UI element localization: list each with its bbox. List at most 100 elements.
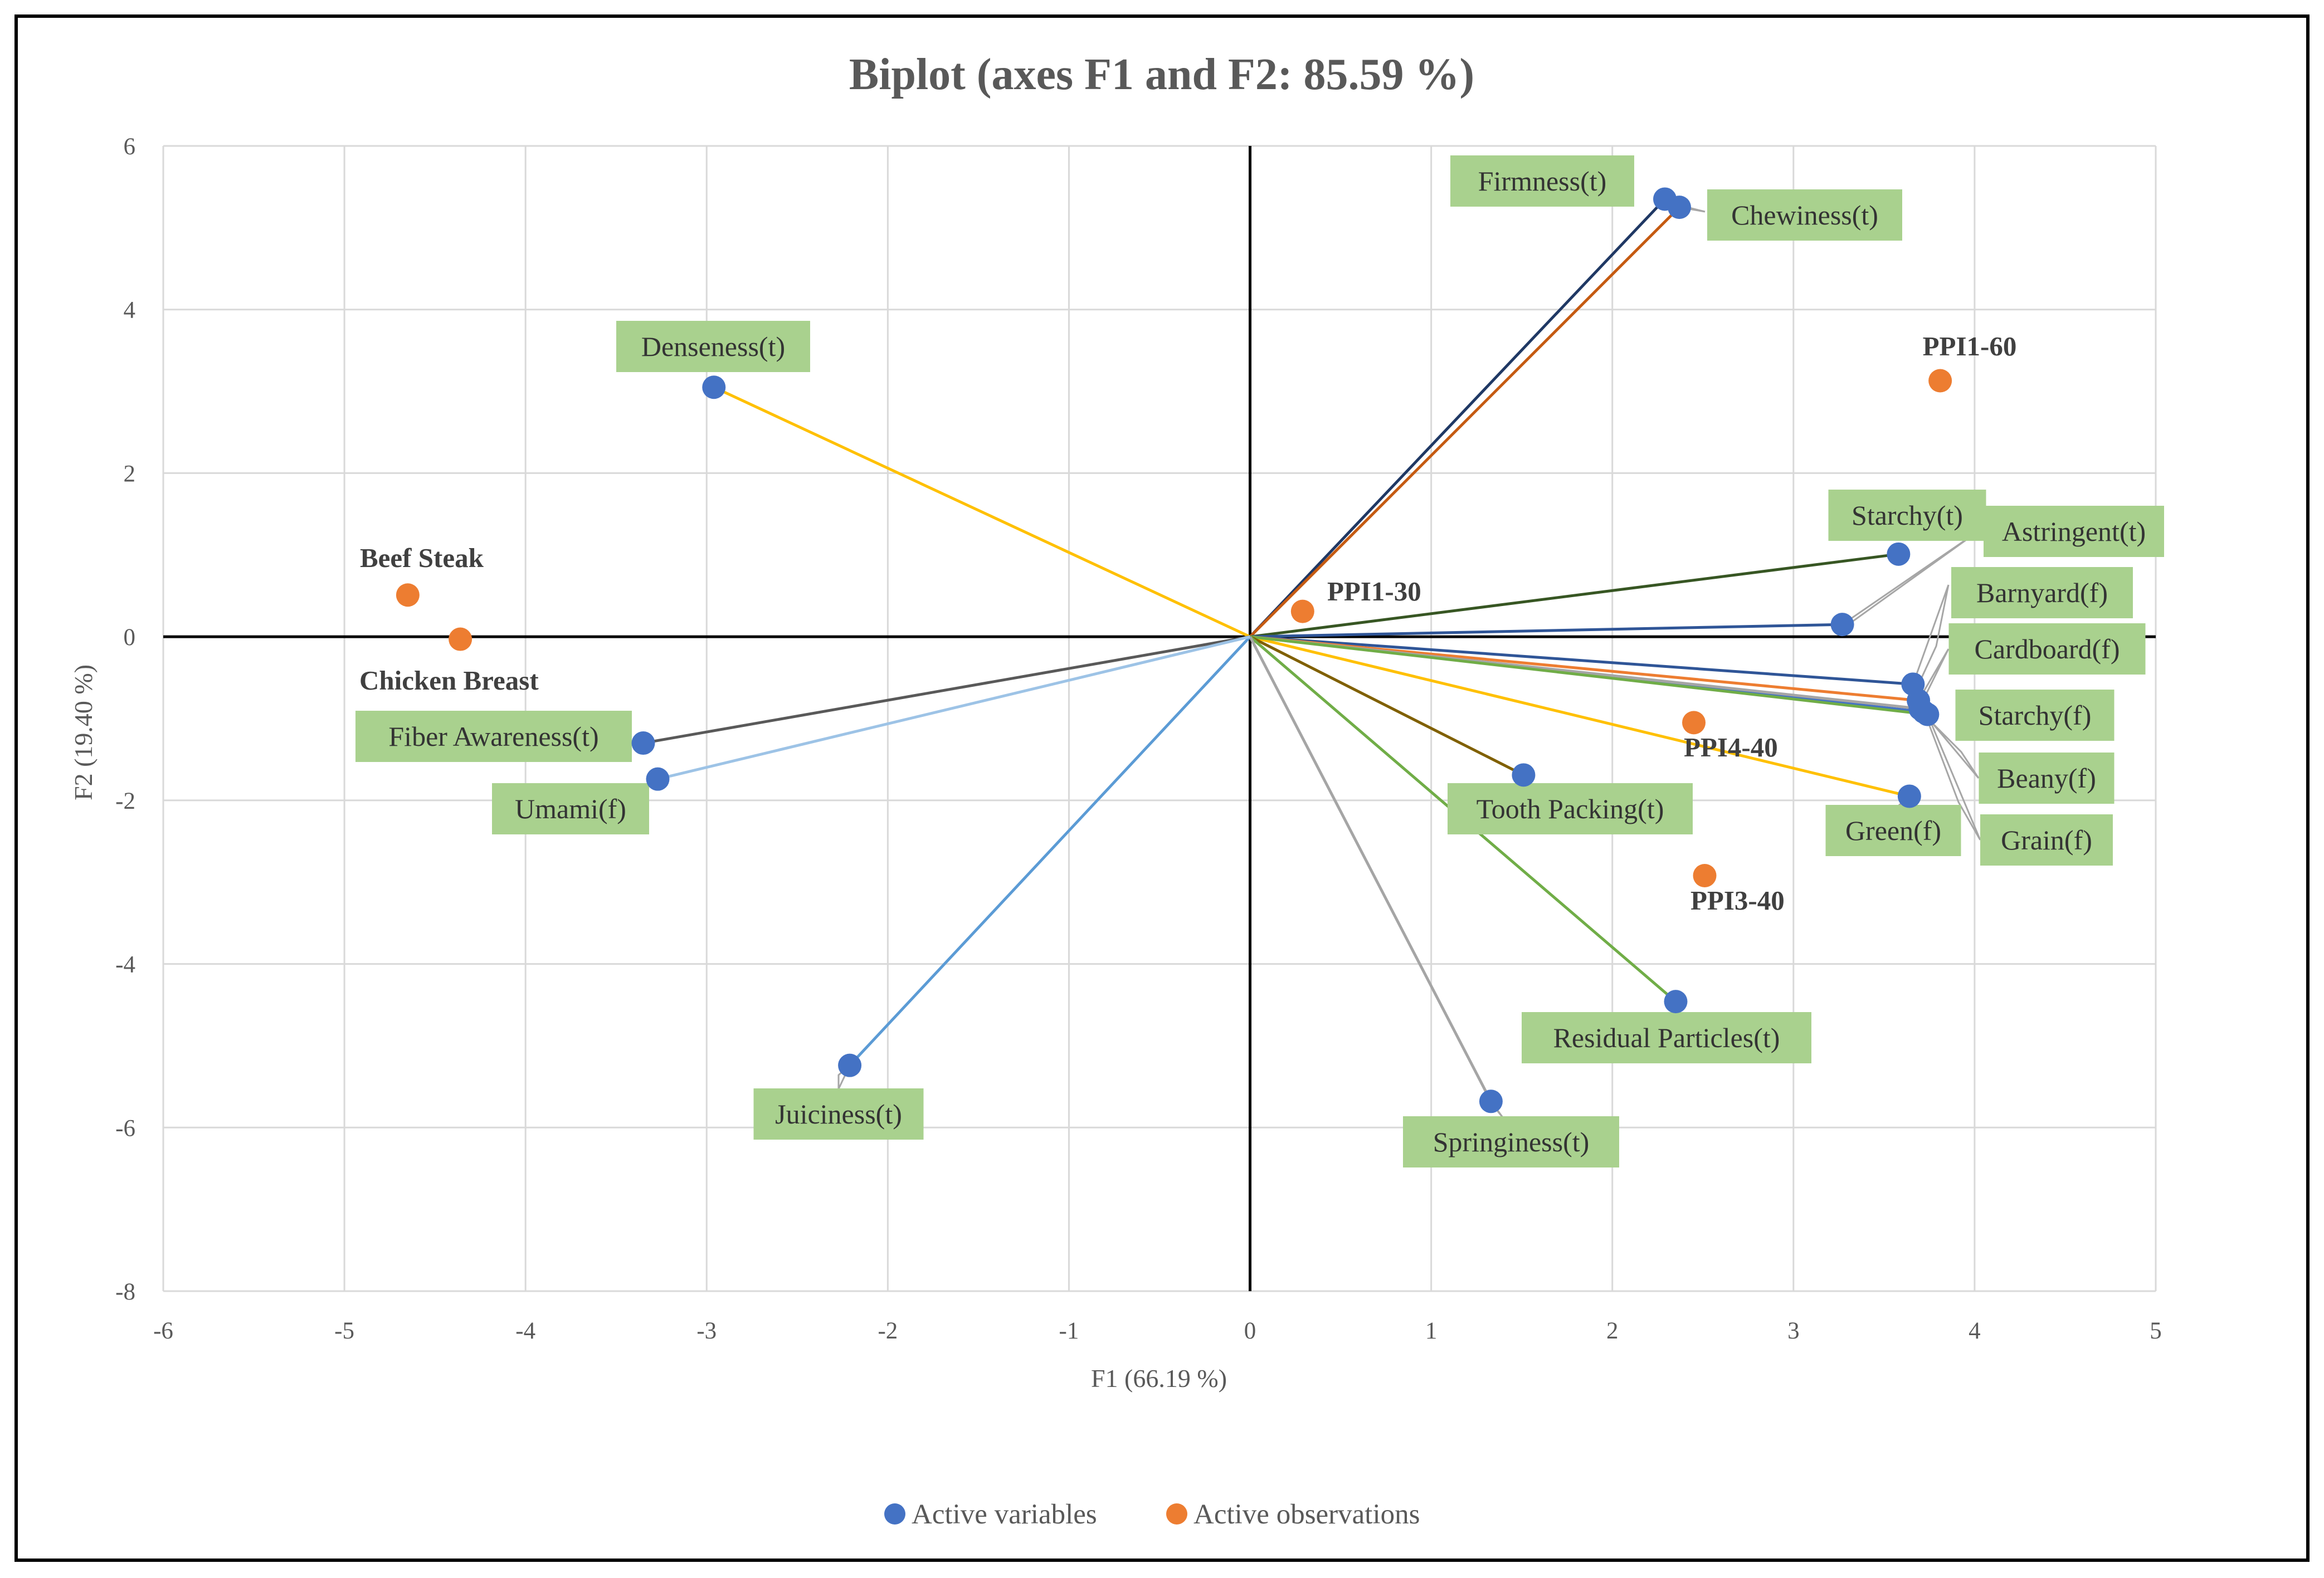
observation-point-chicken-breast — [449, 627, 472, 651]
vector-green-f — [1249, 635, 1910, 798]
variable-point-green-f — [1897, 784, 1921, 808]
axes — [163, 146, 2156, 1291]
variable-point-grain-f — [1916, 702, 1940, 726]
observation-label-ppi4-40: PPI4-40 — [1684, 732, 1778, 763]
x-tick-label: 3 — [1787, 1318, 1800, 1344]
leader-cardboard-f — [1917, 648, 1950, 701]
observation-label-ppi1-60: PPI1-60 — [1923, 331, 2017, 361]
variable-label-juiciness-t: Juiciness(t) — [775, 1098, 902, 1130]
label-box-fiber-awareness-t — [355, 711, 632, 762]
label-box-umami-f — [492, 783, 649, 834]
label-box-cardboard-f — [1948, 623, 2146, 675]
x-tick-label: -3 — [696, 1318, 717, 1344]
variable-label-cardboard-f: Cardboard(f) — [1975, 633, 2120, 665]
variable-point-residual-particles-t — [1664, 990, 1688, 1014]
vector-starchy-t — [1250, 553, 1899, 638]
label-box-tooth-packing-t — [1448, 783, 1693, 834]
variable-label-fiber-awareness-t: Fiber Awareness(t) — [388, 721, 598, 752]
variable-label-starchy-f: Starchy(f) — [1979, 700, 2092, 731]
x-tick-label: -6 — [153, 1318, 173, 1344]
y-tick-label: -4 — [115, 952, 135, 978]
x-tick-label: -4 — [515, 1318, 535, 1344]
x-tick-label: 2 — [1606, 1318, 1619, 1344]
observation-point-ppi1-60 — [1928, 369, 1952, 393]
y-tick-label: 0 — [124, 624, 136, 651]
chart-border — [14, 14, 2310, 1562]
variable-label-firmness-t: Firmness(t) — [1478, 165, 1607, 197]
legend-marker-active-observations — [1166, 1503, 1187, 1525]
tick-labels: -6 -5 -4 -3 -2 -1 0 1 2 3 4 5 -8 -6 -4 -2 0 2 4 6 — [115, 134, 2162, 1344]
variable-point-fiber-awareness-t — [631, 731, 655, 755]
label-box-firmness-t — [1450, 155, 1634, 207]
observation-point-beef-steak — [396, 583, 420, 607]
variable-vectors — [643, 198, 1928, 1102]
vector-tooth-packing-t — [1249, 635, 1524, 776]
y-tick-label: 4 — [124, 297, 136, 324]
observation-point-ppi4-40 — [1682, 711, 1706, 735]
vector-astringent-t — [1250, 623, 1843, 638]
label-box-astringent-t — [1984, 506, 2164, 557]
variable-point-denseness-t — [702, 375, 726, 399]
variable-point-umami-f — [646, 767, 670, 791]
observation-point-ppi3-40 — [1693, 863, 1717, 887]
x-tick-label: 5 — [2150, 1318, 2162, 1344]
label-box-springiness-t — [1403, 1116, 1619, 1167]
variable-label-green-f: Green(f) — [1845, 815, 1941, 846]
observation-label-ppi1-30: PPI1-30 — [1327, 576, 1421, 607]
x-axis-title: F1 (66.19 %) — [1091, 1364, 1227, 1393]
vector-chewiness-t — [1249, 206, 1680, 638]
vector-firmness-t — [1249, 198, 1666, 638]
label-box-chewiness-t — [1707, 189, 1902, 241]
y-tick-label: -8 — [115, 1279, 135, 1305]
legend: Active variables Active observations — [884, 1499, 1420, 1530]
x-tick-label: -2 — [878, 1318, 898, 1344]
variable-label-grain-f: Grain(f) — [2001, 824, 2092, 856]
x-tick-label: 4 — [1969, 1318, 1981, 1344]
variable-point-starchy-t — [1887, 542, 1911, 566]
x-tick-label: 0 — [1244, 1318, 1256, 1344]
label-box-starchy-f — [1955, 690, 2115, 741]
x-tick-label: -1 — [1059, 1318, 1079, 1344]
variable-label-astringent-t: Astringent(t) — [2002, 516, 2146, 547]
variable-label-springiness-t: Springiness(t) — [1433, 1126, 1590, 1157]
label-box-beany-f — [1979, 753, 2115, 804]
y-tick-label: -2 — [115, 788, 135, 814]
y-axis-title: F2 (19.40 %) — [69, 665, 98, 800]
vector-grain-f — [1250, 635, 1928, 716]
label-box-starchy-t — [1828, 490, 1986, 541]
observation-label-ppi3-40: PPI3-40 — [1690, 885, 1785, 916]
observation-label-beef-steak: Beef Steak — [360, 543, 484, 573]
x-tick-label: -5 — [334, 1318, 354, 1344]
variable-label-barnyard-f: Barnyard(f) — [1976, 577, 2108, 608]
legend-marker-active-variables — [884, 1503, 905, 1525]
y-tick-label: 2 — [124, 461, 136, 487]
label-box-juiciness-t — [753, 1088, 924, 1140]
x-tick-label: 1 — [1425, 1318, 1438, 1344]
y-tick-label: -6 — [115, 1115, 135, 1141]
variable-label-denseness-t: Denseness(t) — [641, 331, 785, 362]
label-box-barnyard-f — [1951, 567, 2133, 618]
vector-umami-f — [657, 635, 1251, 781]
vector-barnyard-f — [1250, 635, 1913, 686]
variable-label-umami-f: Umami(f) — [515, 793, 626, 824]
variable-point-astringent-t — [1830, 613, 1854, 637]
leader-grain-f — [1927, 714, 1981, 841]
variable-label-starchy-t: Starchy(t) — [1852, 500, 1963, 531]
leader-barnyard-f — [1912, 584, 1950, 685]
vector-juiciness-t — [849, 636, 1251, 1067]
variable-label-chewiness-t: Chewiness(t) — [1731, 199, 1878, 231]
observation-labels: PPI1-60 PPI1-30 PPI4-40 PPI3-40 Beef Steak Ch… — [359, 331, 2016, 916]
vector-denseness-t — [713, 385, 1251, 638]
observation-label-chicken-breast: Chicken Breast — [359, 665, 539, 696]
variable-point-tooth-packing-t — [1512, 763, 1536, 787]
variable-point-chewiness-t — [1668, 196, 1692, 219]
variable-point-springiness-t — [1479, 1090, 1503, 1113]
points — [396, 187, 1952, 1113]
legend-label-active-observations: Active observations — [1193, 1499, 1420, 1530]
label-box-residual-particles-t — [1522, 1012, 1811, 1063]
variable-label-tooth-packing-t: Tooth Packing(t) — [1477, 793, 1664, 824]
variable-labels: Firmness(t) Chewiness(t) Denseness(t) Starc… — [355, 155, 2164, 1167]
vector-fiber-awareness-t — [643, 635, 1250, 745]
